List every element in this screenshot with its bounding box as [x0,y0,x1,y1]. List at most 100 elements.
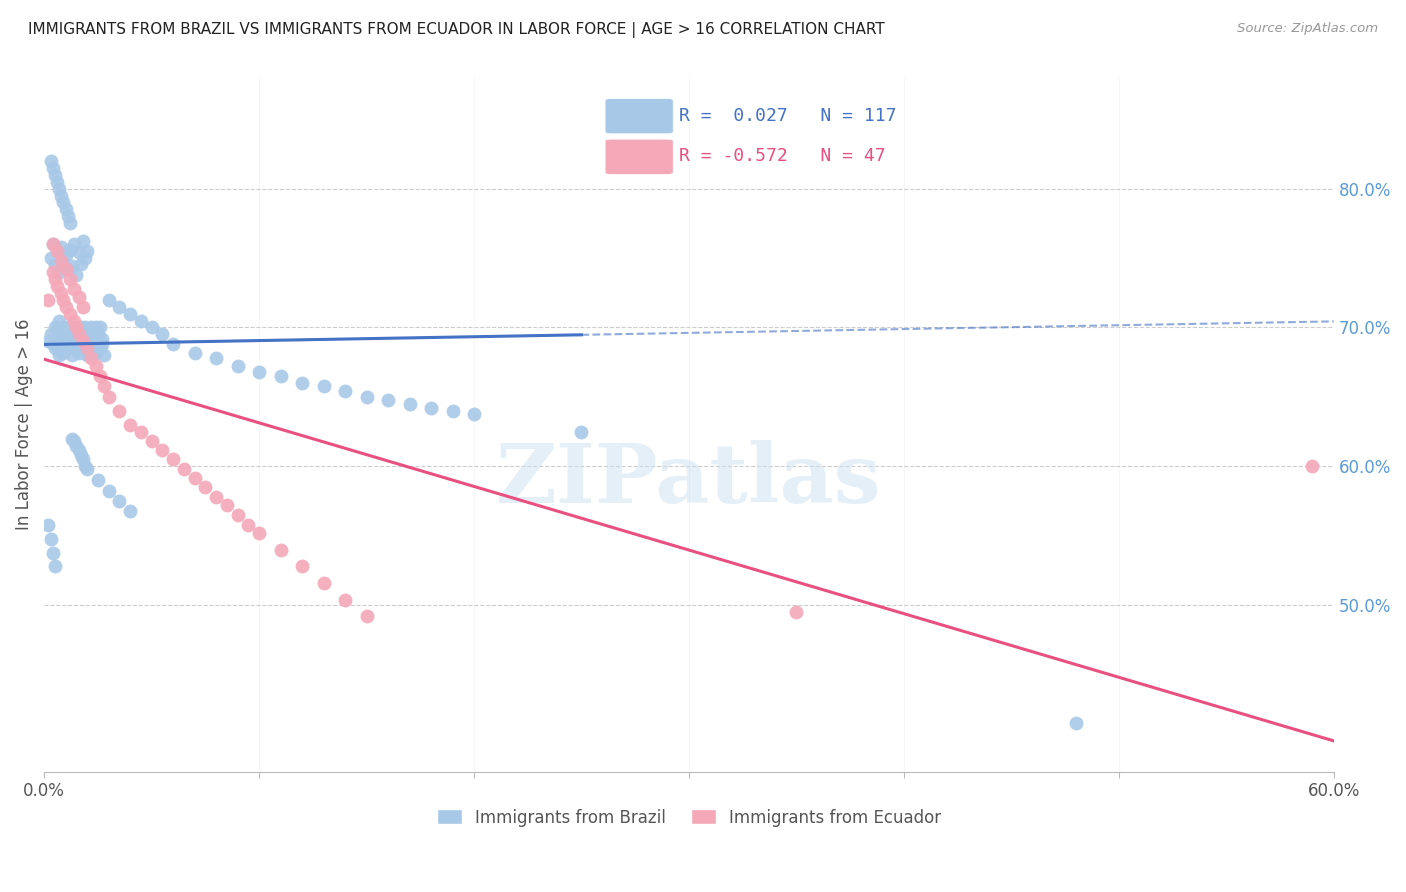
Point [1301,459,1323,474]
Point [226,359,249,374]
Point [76,332,98,346]
Point [333,384,356,399]
Point [141,320,163,334]
Point [52,293,75,307]
Point [41,237,63,252]
Text: IMMIGRANTS FROM BRAZIL VS IMMIGRANTS FROM ECUADOR IN LABOR FORCE | AGE > 16 CORR: IMMIGRANTS FROM BRAZIL VS IMMIGRANTS FRO… [28,22,884,38]
Point [270,542,292,557]
Point [162,337,184,351]
Point [72,300,94,314]
Point [67,290,90,304]
Point [65,320,87,334]
Point [37,334,59,349]
Point [51,327,73,342]
Point [39,251,62,265]
Point [91,332,114,346]
Point [44,559,66,574]
Point [52,253,75,268]
Point [270,369,292,384]
Point [67,323,90,337]
Point [51,337,73,351]
Point [39,153,62,168]
Point [41,237,63,252]
Point [48,348,70,362]
Point [73,251,96,265]
Point [44,272,66,286]
Point [48,181,70,195]
Point [97,293,120,307]
Point [77,337,100,351]
Point [52,195,75,210]
Point [76,462,98,476]
Point [205,490,228,504]
Point [91,337,114,351]
Point [44,320,66,334]
Point [41,161,63,175]
Point [80,342,103,356]
Point [46,278,69,293]
Point [291,559,314,574]
Point [291,376,314,390]
Point [226,508,249,522]
Point [76,348,98,362]
Point [194,480,217,494]
Point [56,320,79,334]
Point [89,342,111,356]
Point [72,342,94,356]
Point [56,210,79,224]
Point [108,494,131,508]
Point [120,417,142,432]
Point [93,379,115,393]
Point [72,452,94,467]
Point [41,337,63,351]
Point [215,499,238,513]
Point [65,268,87,282]
Y-axis label: In Labor Force | Age > 16: In Labor Force | Age > 16 [15,319,32,531]
Point [785,605,807,619]
Point [87,473,110,487]
Point [83,332,105,346]
Point [48,265,70,279]
Point [51,253,73,268]
Point [89,320,111,334]
Point [80,351,103,365]
Point [356,609,378,624]
Point [48,313,70,327]
Point [67,345,90,359]
Point [44,258,66,272]
Point [80,320,103,334]
Point [120,307,142,321]
Point [55,327,77,342]
Point [247,365,270,379]
Point [312,576,335,591]
Point [150,442,173,457]
Point [37,517,59,532]
Point [84,320,107,334]
Point [55,300,77,314]
Point [55,248,77,262]
Point [44,342,66,356]
Point [84,345,107,359]
Point [76,342,98,356]
Point [108,404,131,418]
Point [46,323,69,337]
Point [87,334,110,349]
Point [63,337,86,351]
Point [52,345,75,359]
Point [39,532,62,546]
Text: Source: ZipAtlas.com: Source: ZipAtlas.com [1237,22,1378,36]
Text: ZIPatlas: ZIPatlas [496,441,882,520]
Point [37,293,59,307]
Point [67,442,90,457]
Point [56,262,79,277]
Point [73,337,96,351]
Point [129,425,152,439]
Point [63,434,86,449]
Point [108,300,131,314]
Point [420,401,443,415]
Point [52,320,75,334]
Point [69,320,91,334]
Point [59,272,82,286]
Point [356,390,378,404]
Point [44,168,66,182]
